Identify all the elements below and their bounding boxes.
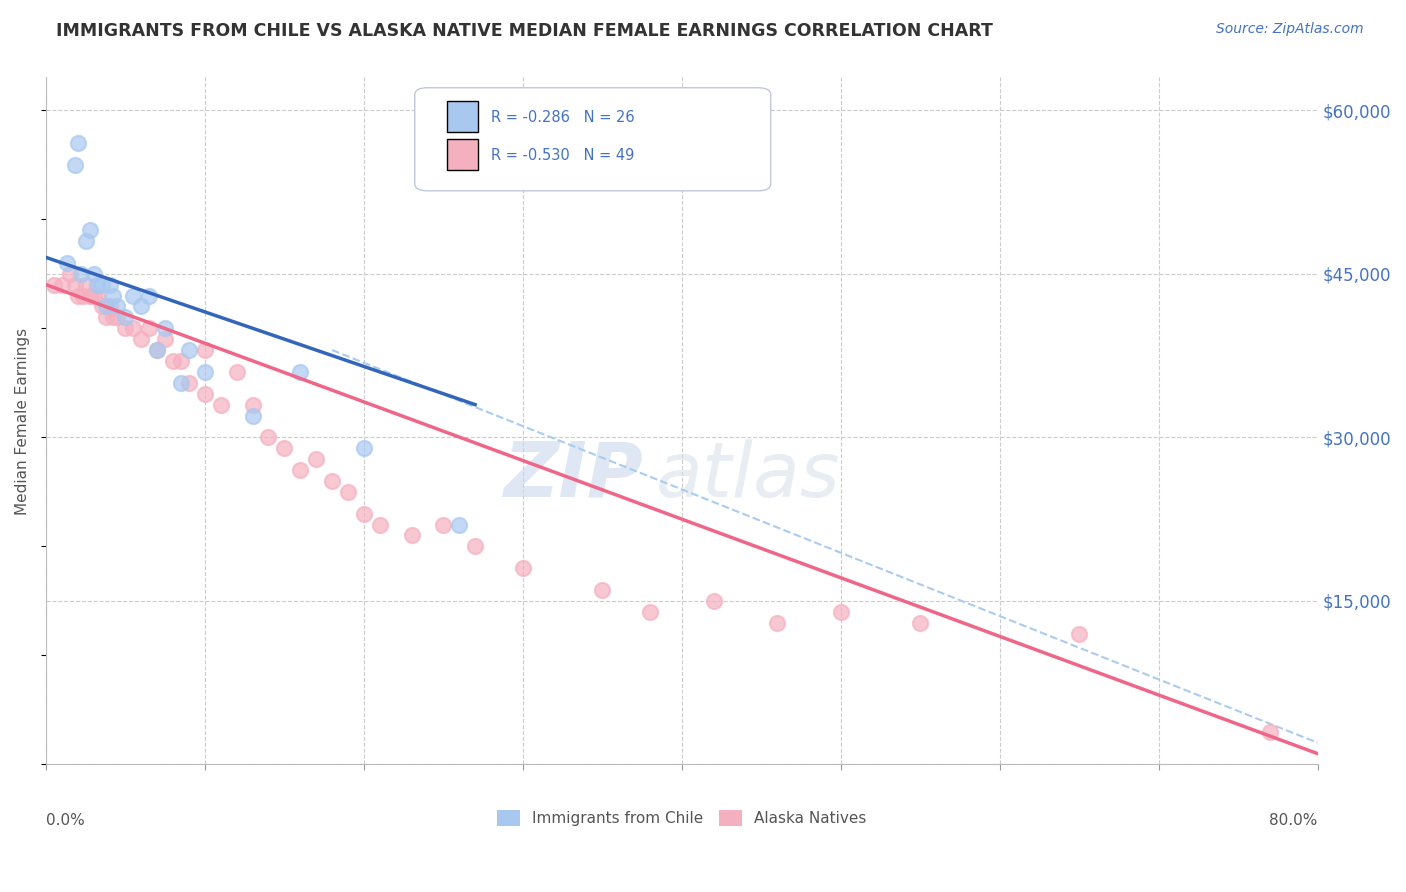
Point: [55, 256, 77, 270]
Point: [131, 332, 153, 346]
Point: [353, 507, 375, 521]
Point: [242, 398, 264, 412]
Point: [122, 288, 145, 302]
Point: [290, 463, 312, 477]
Point: [177, 343, 200, 357]
Point: [170, 354, 193, 368]
Point: [368, 517, 391, 532]
Point: [114, 321, 136, 335]
Point: [194, 386, 217, 401]
Point: [66, 136, 89, 150]
Text: Source: ZipAtlas.com: Source: ZipAtlas.com: [1216, 22, 1364, 37]
Point: [1067, 626, 1090, 640]
FancyBboxPatch shape: [447, 139, 478, 170]
Text: 80.0%: 80.0%: [1270, 813, 1317, 828]
Point: [170, 376, 193, 390]
Point: [83, 288, 105, 302]
Point: [512, 561, 534, 575]
Point: [194, 365, 217, 379]
Point: [96, 310, 118, 325]
Point: [153, 332, 176, 346]
Point: [79, 223, 101, 237]
Point: [305, 452, 328, 467]
Point: [209, 398, 232, 412]
Point: [138, 321, 160, 335]
Point: [98, 277, 121, 292]
Text: atlas: atlas: [657, 439, 841, 513]
Point: [101, 310, 124, 325]
Point: [449, 517, 471, 532]
Point: [194, 343, 217, 357]
Point: [432, 517, 454, 532]
Point: [70, 267, 93, 281]
Point: [908, 615, 931, 630]
Point: [257, 430, 280, 444]
Point: [225, 365, 247, 379]
Point: [638, 605, 661, 619]
FancyBboxPatch shape: [415, 87, 770, 191]
Text: R = -0.286   N = 26: R = -0.286 N = 26: [491, 110, 634, 125]
Point: [66, 288, 89, 302]
Point: [98, 300, 121, 314]
Y-axis label: Median Female Earnings: Median Female Earnings: [15, 327, 30, 515]
Point: [90, 277, 112, 292]
Point: [79, 288, 101, 302]
Point: [51, 277, 73, 292]
Point: [131, 300, 153, 314]
Point: [464, 540, 486, 554]
FancyBboxPatch shape: [447, 102, 478, 132]
Point: [75, 234, 97, 248]
Point: [146, 343, 169, 357]
Point: [153, 321, 176, 335]
Point: [114, 310, 136, 325]
Point: [177, 376, 200, 390]
Point: [321, 474, 343, 488]
Point: [146, 343, 169, 357]
Point: [353, 441, 375, 455]
Point: [122, 321, 145, 335]
Point: [83, 267, 105, 281]
Point: [101, 288, 124, 302]
Point: [702, 594, 724, 608]
Point: [86, 288, 108, 302]
Point: [242, 409, 264, 423]
Point: [273, 441, 295, 455]
Point: [290, 365, 312, 379]
Text: ZIP: ZIP: [503, 439, 644, 513]
Point: [107, 300, 129, 314]
Point: [42, 277, 65, 292]
Point: [591, 582, 613, 597]
Point: [96, 300, 118, 314]
Point: [107, 310, 129, 325]
Point: [63, 277, 86, 292]
Point: [90, 300, 112, 314]
Legend: Immigrants from Chile, Alaska Natives: Immigrants from Chile, Alaska Natives: [491, 805, 873, 832]
Point: [766, 615, 789, 630]
Point: [162, 354, 184, 368]
Point: [401, 528, 423, 542]
Point: [63, 158, 86, 172]
Point: [59, 267, 82, 281]
Text: R = -0.530   N = 49: R = -0.530 N = 49: [491, 147, 634, 162]
Text: IMMIGRANTS FROM CHILE VS ALASKA NATIVE MEDIAN FEMALE EARNINGS CORRELATION CHART: IMMIGRANTS FROM CHILE VS ALASKA NATIVE M…: [56, 22, 993, 40]
Point: [830, 605, 852, 619]
Point: [138, 288, 160, 302]
Point: [75, 277, 97, 292]
Point: [86, 277, 108, 292]
Point: [336, 484, 359, 499]
Point: [72, 288, 94, 302]
Point: [1258, 724, 1281, 739]
Text: 0.0%: 0.0%: [46, 813, 84, 828]
